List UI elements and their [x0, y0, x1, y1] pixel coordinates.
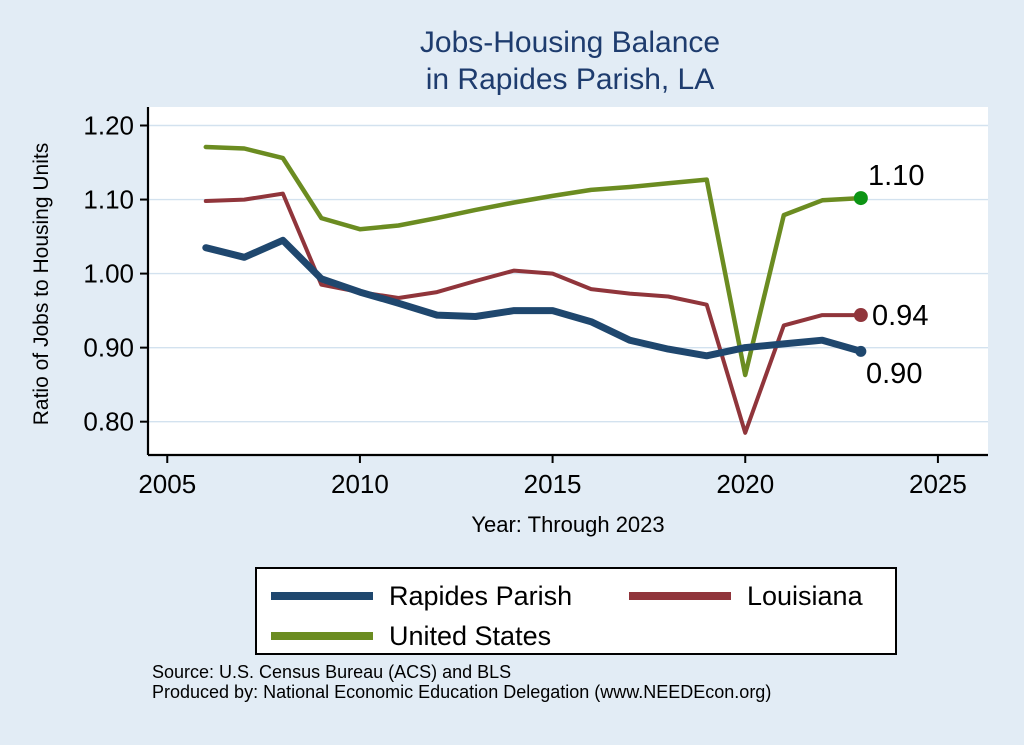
chart-title-line1: Jobs-Housing Balance: [419, 26, 721, 59]
legend-label-united-states: United States: [389, 620, 552, 651]
produced-by-note: Produced by: National Economic Education…: [152, 682, 772, 702]
svg-text:1.00: 1.00: [83, 259, 134, 289]
legend-item-rapides-parish: Rapides Parish: [271, 581, 572, 611]
legend-label-rapides-parish: Rapides Parish: [389, 580, 573, 611]
y-axis-title: Ratio of Jobs to Housing Units: [30, 142, 53, 426]
legend-swatch-united-states: [271, 632, 373, 640]
legend-swatch-louisiana: [629, 592, 731, 600]
end-label-rapides-parish: 0.90: [866, 358, 923, 390]
svg-text:1.10: 1.10: [83, 185, 134, 215]
footer-notes: Source: U.S. Census Bureau (ACS) and BLS…: [152, 662, 771, 702]
legend-label-louisiana: Louisiana: [747, 580, 863, 611]
svg-text:0.90: 0.90: [83, 333, 134, 363]
chart-title-line2: in Rapides Parish, LA: [425, 63, 715, 96]
svg-text:2005: 2005: [138, 469, 196, 499]
svg-text:2025: 2025: [909, 469, 967, 499]
svg-text:2010: 2010: [331, 469, 389, 499]
end-label-louisiana: 0.94: [872, 300, 929, 332]
svg-text:2020: 2020: [716, 469, 774, 499]
legend-item-louisiana: Louisiana: [629, 581, 863, 611]
svg-text:2015: 2015: [524, 469, 582, 499]
legend-item-united-states: United States: [271, 621, 551, 651]
svg-text:1.20: 1.20: [83, 111, 134, 141]
svg-text:0.80: 0.80: [83, 407, 134, 437]
legend-swatch-rapides-parish: [271, 592, 373, 600]
x-axis-title: Year: Through 2023: [471, 512, 665, 537]
chart-title: Jobs-Housing Balance in Rapides Parish, …: [120, 24, 1020, 98]
legend: Rapides Parish Louisiana United States: [255, 567, 897, 655]
source-note: Source: U.S. Census Bureau (ACS) and BLS: [152, 662, 512, 682]
end-label-united-states: 1.10: [868, 160, 925, 192]
